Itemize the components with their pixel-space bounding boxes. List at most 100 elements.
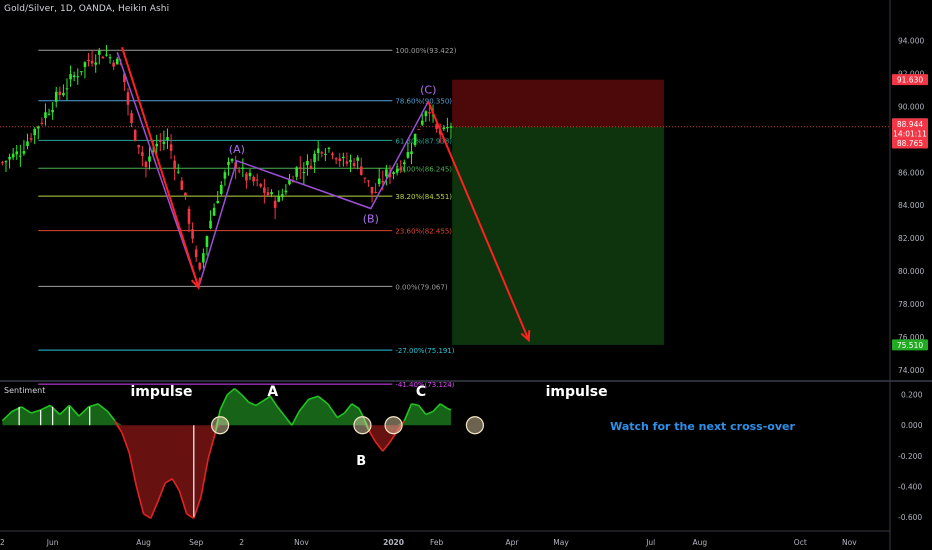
candle bbox=[158, 133, 162, 152]
candle-body bbox=[130, 113, 133, 124]
candle bbox=[112, 59, 115, 70]
sentiment-line-segment bbox=[68, 404, 80, 417]
projection-arrows bbox=[121, 46, 531, 343]
candle-body bbox=[33, 128, 36, 136]
candle bbox=[345, 152, 349, 167]
candle bbox=[209, 210, 212, 230]
candle-body bbox=[155, 143, 159, 147]
time-tick-label: 2 bbox=[239, 538, 244, 547]
candle-body bbox=[385, 169, 388, 177]
candle-body bbox=[90, 60, 94, 64]
candle-body bbox=[4, 161, 8, 163]
sentiment-line-segment bbox=[317, 395, 329, 405]
candle bbox=[342, 152, 345, 167]
candle bbox=[51, 102, 54, 120]
sentiment-line-segment bbox=[30, 409, 41, 414]
candle bbox=[33, 127, 36, 145]
sentiment-line-segment bbox=[447, 407, 452, 411]
candle bbox=[176, 163, 180, 174]
sentiment-tick-label: -0.600 bbox=[898, 513, 922, 522]
candle-body bbox=[230, 159, 234, 161]
candle-body bbox=[377, 178, 381, 185]
candle bbox=[202, 248, 205, 269]
candle-body bbox=[345, 161, 349, 164]
candle-body bbox=[169, 144, 173, 151]
candle-body bbox=[80, 71, 83, 73]
candle-body bbox=[58, 91, 62, 95]
candle-body bbox=[273, 200, 277, 208]
time-tick-label: Nov bbox=[294, 538, 309, 547]
candle bbox=[392, 171, 395, 180]
price-tick-label: 74.000 bbox=[898, 366, 924, 375]
candle-body bbox=[19, 155, 22, 157]
candle-body bbox=[216, 200, 220, 204]
sentiment-line-segment bbox=[358, 408, 365, 418]
abc-pattern: (A) (B) (C) bbox=[116, 51, 436, 290]
candle-body bbox=[327, 147, 331, 149]
price-tag-background bbox=[892, 127, 928, 139]
price-tag-label: 88.944 bbox=[897, 120, 923, 129]
candle bbox=[94, 54, 97, 73]
price-tick-label: 92.000 bbox=[898, 70, 924, 79]
price-tag: 88.944 bbox=[892, 118, 928, 130]
candle bbox=[133, 129, 137, 142]
candle-body bbox=[187, 208, 191, 224]
time-tick-label: Nov bbox=[842, 538, 857, 547]
candle bbox=[187, 206, 191, 233]
fib-level-label: 100.00%(93.422) bbox=[395, 47, 456, 55]
candle bbox=[338, 153, 342, 167]
candle-body bbox=[194, 249, 198, 258]
sentiment-line-segment bbox=[143, 513, 152, 520]
price-tag: 75.510 bbox=[892, 339, 928, 351]
candle bbox=[184, 192, 187, 200]
candle-body bbox=[209, 220, 212, 229]
candle-body bbox=[392, 172, 395, 175]
candle-body bbox=[352, 162, 356, 166]
candle-body bbox=[176, 171, 180, 173]
candle-body bbox=[62, 92, 65, 96]
candle-body bbox=[123, 73, 126, 83]
sentiment-line-segment bbox=[219, 394, 229, 411]
candle-body bbox=[15, 151, 19, 155]
time-tick-label: Jun bbox=[46, 538, 59, 547]
sentiment-annotation: B bbox=[356, 454, 366, 469]
candle-body bbox=[36, 126, 40, 129]
candle-body bbox=[198, 262, 202, 270]
sentiment-line-segment bbox=[59, 404, 70, 416]
sentiment-line-segment bbox=[308, 395, 319, 401]
candle bbox=[248, 169, 252, 181]
stop-loss-zone bbox=[452, 79, 664, 127]
candle-body bbox=[320, 152, 324, 154]
candle-body bbox=[288, 179, 291, 185]
candle bbox=[90, 50, 94, 67]
sentiment-line-segment bbox=[298, 398, 310, 412]
candle-body bbox=[184, 192, 187, 196]
candle bbox=[263, 178, 266, 204]
sentiment-line-segment bbox=[403, 403, 413, 421]
sentiment-line-segment bbox=[396, 420, 405, 432]
sentiment-line-segment bbox=[269, 395, 279, 408]
projection-arrow bbox=[427, 101, 531, 343]
sentiment-indicator: impulse A B C impulse Watch for the next cros… bbox=[1, 384, 795, 520]
candle bbox=[420, 113, 424, 127]
candle-body bbox=[223, 172, 227, 179]
price-tag-background bbox=[892, 137, 928, 149]
candle-body bbox=[65, 88, 69, 90]
price-tick-label: 90.000 bbox=[898, 103, 924, 112]
candle bbox=[166, 128, 169, 150]
sentiment-line-segment bbox=[88, 403, 99, 408]
candle bbox=[44, 103, 47, 126]
candle bbox=[255, 173, 259, 187]
price-tag-background bbox=[892, 339, 928, 351]
sentiment-line-segment bbox=[291, 411, 300, 426]
price-tick-label: 84.000 bbox=[898, 201, 924, 210]
sentiment-negative-area bbox=[2, 425, 451, 519]
candle-body bbox=[148, 156, 151, 162]
time-tick-label: 2 bbox=[0, 538, 5, 547]
arrow-head bbox=[190, 277, 201, 290]
candle bbox=[62, 84, 65, 97]
candle bbox=[395, 163, 399, 176]
sentiment-line-segment bbox=[418, 404, 427, 416]
candle bbox=[352, 158, 356, 169]
